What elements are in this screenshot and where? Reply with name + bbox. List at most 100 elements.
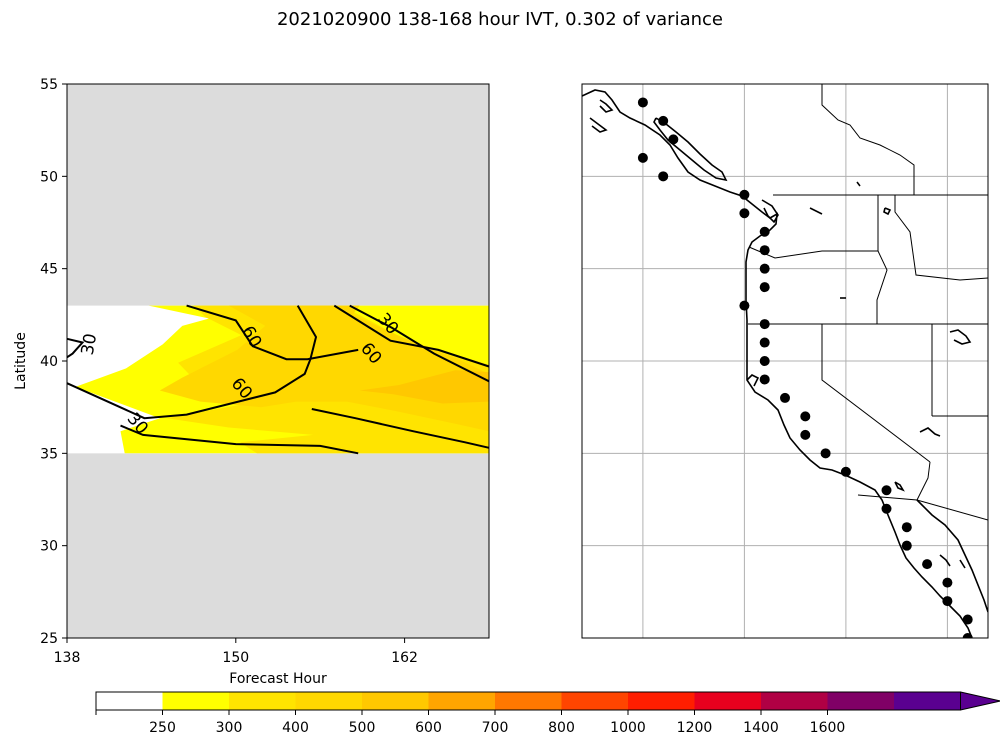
map-marker [942, 596, 953, 607]
coastline [582, 89, 988, 638]
id-west-border [876, 195, 888, 324]
colorbar-tick-label: 800 [548, 720, 575, 736]
colorbar-segment [295, 692, 363, 710]
colorbar: 250 300 400 500 600 700 800 1000 1200 1400 1600 [95, 691, 1000, 736]
map-marker [658, 171, 669, 182]
us-mexico-border [857, 494, 988, 521]
map-marker [739, 189, 750, 200]
island-north-2 [589, 117, 608, 133]
colorbar-segment [362, 692, 429, 710]
colorbar-tick-label: 700 [482, 720, 509, 736]
map-marker [658, 115, 669, 126]
y-tick-label: 35 [40, 446, 58, 462]
x-axis-label: Forecast Hour [229, 671, 327, 687]
az-ca-border [916, 461, 931, 501]
colorbar-tick-label: 300 [216, 720, 243, 736]
great-salt-lake [949, 329, 972, 345]
map-marker [962, 614, 973, 625]
map-frame [581, 83, 989, 639]
contour-line-30 [66, 337, 85, 359]
id-mt-border [894, 195, 988, 281]
puget-sound [761, 199, 779, 224]
lake-7 [959, 559, 966, 569]
colorbar-segment [428, 692, 496, 710]
map-marker [759, 282, 770, 293]
y-tick-label: 25 [40, 631, 58, 647]
sf-bay [746, 374, 760, 387]
salton-sea [894, 481, 905, 492]
borders [748, 84, 988, 521]
map-marker [759, 356, 770, 366]
y-tick-label: 50 [40, 169, 58, 185]
colorbar-extend-arrow [960, 691, 1000, 711]
island-north-1 [599, 99, 614, 113]
colorbar-segment [694, 692, 762, 710]
colorbar-tick-label: 1200 [677, 720, 713, 736]
lake-5 [919, 427, 941, 437]
map-marker [739, 208, 750, 219]
lake-3 [883, 207, 892, 216]
bc-alberta-border [821, 84, 915, 195]
map-marker [800, 411, 811, 422]
map-marker [780, 392, 790, 403]
map-marker [840, 466, 851, 477]
y-tick-label: 45 [40, 262, 58, 278]
map-marker [942, 577, 953, 588]
ca-nv-border [821, 324, 931, 463]
lake-1 [809, 207, 823, 215]
contour-line-30 [120, 424, 359, 455]
filled-contour-500-600 [359, 370, 489, 404]
map-marker [901, 540, 912, 551]
y-tick-label: 30 [40, 539, 58, 555]
baja-gulf-coast [916, 499, 988, 613]
y-tick-label: 40 [40, 354, 58, 370]
colorbar-segment [628, 692, 695, 710]
y-axis-label: Latitude [13, 332, 29, 390]
colorbar-tick-label: 250 [149, 720, 176, 736]
colorbar-segment [96, 692, 163, 710]
x-tick-label: 138 [54, 650, 81, 666]
colorbar-segment [761, 692, 828, 710]
y-tick-label: 55 [40, 77, 58, 93]
contour-line-30 [349, 304, 490, 383]
map-marker [759, 319, 770, 330]
colorbar-segment [894, 692, 961, 710]
map-marker [800, 429, 811, 440]
colorbar-segment [827, 692, 895, 710]
map-marker [820, 448, 831, 459]
map-marker [881, 485, 892, 496]
map-marker [637, 97, 648, 108]
contour-line-60 [186, 304, 359, 361]
map-marker [759, 263, 770, 274]
colorbar-tick-label: 600 [415, 720, 442, 736]
map-marker [759, 245, 770, 256]
x-tick-label: 150 [222, 650, 249, 666]
main-coastline [582, 89, 973, 638]
contour-line-60 [66, 305, 318, 420]
contour-line-60 [333, 304, 490, 368]
west-coast-map-panel [581, 83, 989, 639]
colorbar-frame [95, 691, 961, 711]
colorbar-segment [495, 692, 562, 710]
map-marker [637, 152, 648, 163]
map-marker [922, 559, 933, 570]
map-marker [759, 374, 770, 385]
colorbar-segment [229, 692, 296, 710]
map-marker [881, 503, 892, 514]
colorbar-tick-label: 1000 [610, 720, 646, 736]
contour-line-60 [311, 408, 490, 449]
colorbar-tick-label: 500 [349, 720, 376, 736]
colorbar-segment [162, 692, 230, 710]
figure-title: 2021020900 138-168 hour IVT, 0.302 of va… [276, 9, 723, 30]
map-marker [759, 226, 770, 237]
colorbar-segment [561, 692, 629, 710]
vancouver-island [653, 117, 728, 182]
colorbar-tick-label: 1600 [810, 720, 846, 736]
map-marker [668, 134, 679, 145]
map-marker [962, 633, 973, 638]
lake-6 [939, 554, 951, 567]
lake-2 [856, 181, 861, 187]
x-tick-label: 162 [391, 650, 418, 666]
